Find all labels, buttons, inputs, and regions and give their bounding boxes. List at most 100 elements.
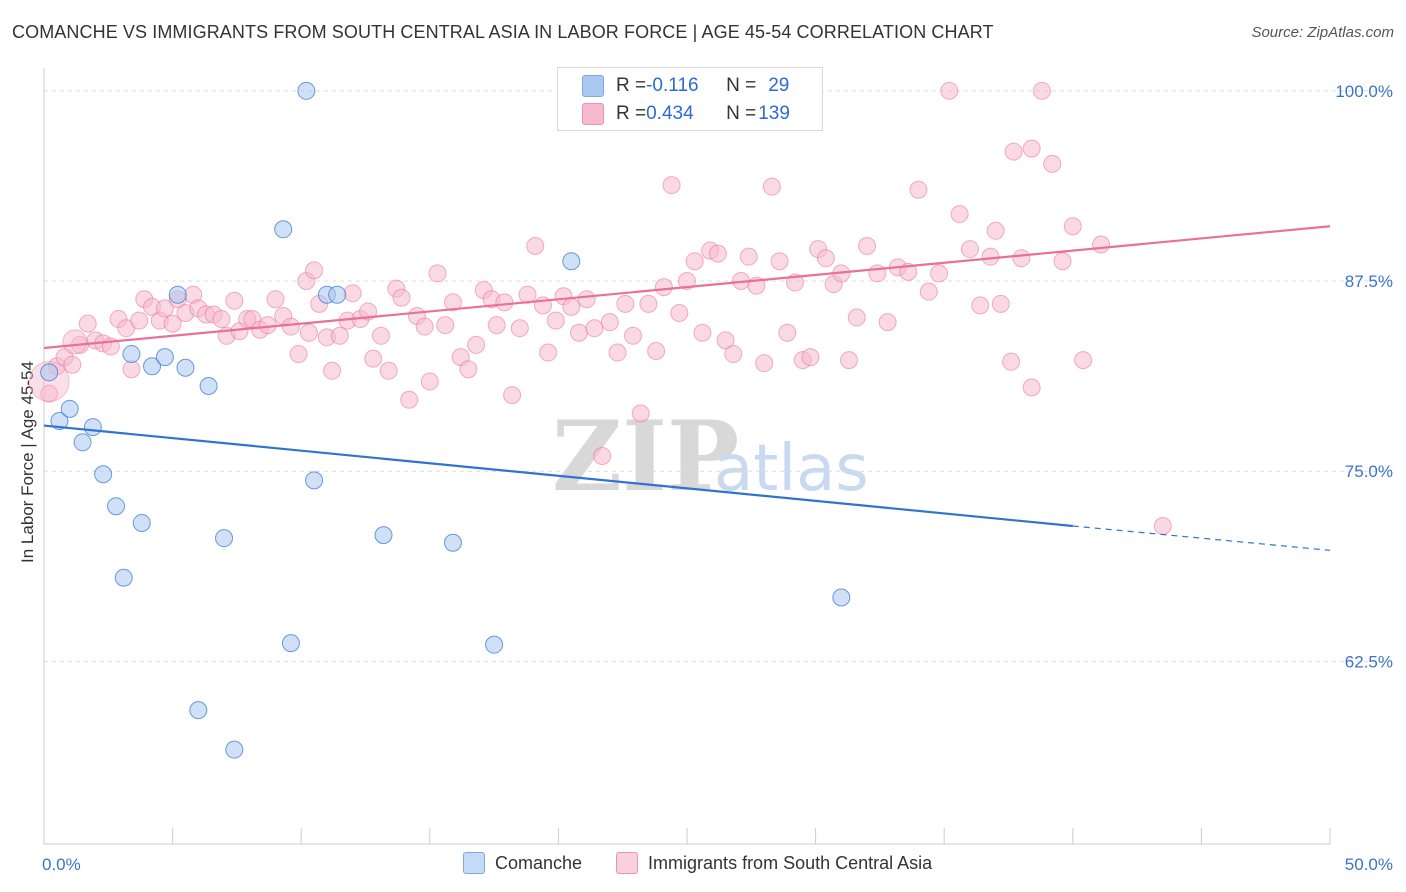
immigrants-point — [330, 326, 349, 345]
comanche-point — [215, 529, 234, 548]
comanche-trend-line — [43, 424, 1073, 528]
immigrants-point — [960, 240, 979, 259]
immigrants-point — [654, 278, 673, 297]
comanche-point — [114, 568, 133, 587]
comanche-point — [281, 634, 300, 653]
immigrants-point — [1063, 217, 1082, 236]
x-tick-label: 50.0% — [1345, 855, 1393, 874]
y-tick-label: 87.5% — [1345, 272, 1393, 291]
legend-label: Comanche — [495, 852, 583, 873]
immigrants-point — [392, 288, 411, 307]
immigrants-point — [623, 326, 642, 345]
comanche-point — [143, 357, 162, 376]
immigrants-point — [379, 361, 398, 380]
comanche-point — [168, 285, 187, 304]
immigrants-point — [436, 316, 455, 335]
immigrants-point — [1053, 252, 1072, 271]
legend-item-comanche: Comanche — [463, 852, 582, 874]
comanche-point — [832, 588, 851, 607]
immigrants-point — [212, 310, 231, 329]
immigrants-point — [631, 404, 650, 423]
immigrants-point — [847, 308, 866, 327]
immigrants-point — [616, 294, 635, 313]
comanche-point — [562, 252, 581, 271]
immigrants-point — [971, 296, 990, 315]
comanche-trend-extension — [1072, 525, 1331, 551]
immigrants-point — [909, 180, 928, 199]
comanche-point — [132, 513, 151, 532]
immigrants-point — [593, 447, 612, 465]
comanche-point — [83, 418, 102, 437]
immigrants-point — [639, 294, 658, 313]
immigrants-point — [539, 343, 558, 362]
immigrants-point — [693, 323, 712, 342]
immigrants-point — [62, 329, 88, 355]
comanche-point — [328, 285, 347, 304]
immigrants-point — [678, 272, 696, 291]
immigrants-point — [816, 249, 835, 268]
immigrants-point — [420, 372, 439, 391]
immigrants-point — [858, 237, 877, 256]
immigrants-point — [443, 293, 462, 312]
comanche-point — [297, 81, 316, 100]
immigrants-point — [40, 384, 59, 403]
immigrants-point — [647, 342, 666, 361]
immigrants-point — [770, 252, 789, 271]
immigrants-point — [986, 221, 1005, 240]
x-tick-label: 0.0% — [42, 855, 81, 874]
watermark-atlas: atlas — [714, 432, 869, 506]
immigrants-point — [1012, 249, 1031, 268]
immigrants-point — [981, 247, 1000, 266]
comanche-point — [189, 701, 208, 720]
comanche-point — [199, 377, 218, 396]
immigrants-point — [685, 252, 704, 271]
y-tick-label: 100.0% — [1335, 82, 1393, 101]
comanche-point — [60, 399, 79, 418]
immigrants-point — [600, 313, 619, 332]
immigrants-point — [1022, 378, 1041, 397]
comanche-point — [155, 348, 174, 367]
comanche-point — [443, 533, 462, 552]
r-label: R = — [616, 103, 647, 124]
immigrants-point — [371, 326, 390, 345]
r-value: -0.116 — [646, 75, 699, 96]
y-tick-label: 62.5% — [1345, 652, 1393, 671]
immigrants-point — [762, 177, 781, 196]
immigrants-point — [1022, 139, 1041, 158]
immigrants-point — [919, 282, 938, 301]
immigrants-point — [428, 264, 447, 283]
immigrants-point — [569, 323, 588, 342]
immigrants-point — [577, 290, 596, 309]
immigrants-point — [122, 360, 141, 379]
immigrants-point — [364, 349, 383, 368]
source-label: Source: ZipAtlas.com — [1251, 24, 1394, 41]
immigrants-point — [299, 323, 318, 342]
immigrants-point — [400, 390, 419, 409]
comanche-point — [122, 345, 141, 364]
immigrants-point — [343, 284, 362, 303]
comanche-point — [94, 465, 113, 484]
immigrants-point — [716, 331, 735, 350]
immigrants-point — [281, 317, 300, 336]
immigrants-point — [78, 314, 97, 333]
immigrants-swatch — [582, 103, 604, 125]
immigrants-point — [840, 351, 859, 370]
immigrants-point — [1043, 154, 1062, 173]
immigrants-point — [585, 319, 604, 338]
immigrants-point — [1092, 235, 1111, 254]
r-label: R = — [616, 75, 647, 96]
immigrants-point — [1153, 516, 1172, 535]
immigrants-point — [670, 303, 689, 322]
immigrants-point — [801, 348, 820, 367]
n-label: N = — [726, 103, 757, 124]
n-label: N = — [726, 75, 757, 96]
immigrants-point — [940, 81, 959, 100]
y-tick-label: 75.0% — [1345, 462, 1393, 481]
immigrants-point — [495, 293, 514, 312]
immigrants-point — [359, 302, 378, 321]
immigrants-point — [459, 360, 478, 379]
y-axis-label: In Labor Force | Age 45-54 — [18, 361, 37, 563]
legend-row-immigrants: R = 0.434 N = 139 — [582, 101, 790, 127]
immigrants-point — [991, 294, 1010, 313]
